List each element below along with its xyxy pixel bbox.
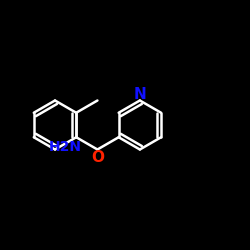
- Text: H2N: H2N: [48, 140, 82, 154]
- Text: N: N: [134, 87, 146, 102]
- Text: O: O: [91, 150, 104, 164]
